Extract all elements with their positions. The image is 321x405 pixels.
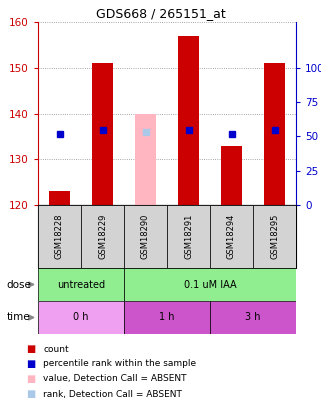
Text: count: count: [43, 345, 69, 354]
Text: GSM18294: GSM18294: [227, 214, 236, 259]
Bar: [264, 63, 285, 205]
Bar: [38, 205, 81, 268]
Text: GSM18295: GSM18295: [270, 214, 279, 259]
Bar: [124, 301, 210, 334]
Bar: [210, 301, 296, 334]
Text: ■: ■: [26, 344, 35, 354]
Bar: [178, 36, 199, 205]
Text: time: time: [6, 313, 30, 322]
Bar: [124, 205, 167, 268]
Text: GSM18228: GSM18228: [55, 214, 64, 259]
Text: GSM18229: GSM18229: [98, 214, 107, 259]
Bar: [81, 205, 124, 268]
Text: value, Detection Call = ABSENT: value, Detection Call = ABSENT: [43, 375, 187, 384]
Text: dose: dose: [6, 279, 31, 290]
Text: ■: ■: [26, 374, 35, 384]
Bar: [92, 63, 113, 205]
Text: untreated: untreated: [57, 279, 105, 290]
Bar: [135, 113, 156, 205]
Text: 0.1 uM IAA: 0.1 uM IAA: [184, 279, 236, 290]
Bar: [124, 268, 296, 301]
Text: rank, Detection Call = ABSENT: rank, Detection Call = ABSENT: [43, 390, 182, 399]
Text: GDS668 / 265151_at: GDS668 / 265151_at: [96, 8, 225, 21]
Bar: [253, 205, 296, 268]
Bar: [210, 205, 253, 268]
Text: GSM18291: GSM18291: [184, 214, 193, 259]
Bar: [38, 301, 124, 334]
Bar: [38, 268, 124, 301]
Text: ■: ■: [26, 359, 35, 369]
Text: GSM18290: GSM18290: [141, 214, 150, 259]
Text: 3 h: 3 h: [245, 313, 261, 322]
Bar: [221, 145, 242, 205]
Text: ■: ■: [26, 389, 35, 399]
Bar: [167, 205, 210, 268]
Bar: [49, 191, 70, 205]
Text: 1 h: 1 h: [159, 313, 175, 322]
Text: percentile rank within the sample: percentile rank within the sample: [43, 360, 196, 369]
Text: 0 h: 0 h: [73, 313, 89, 322]
